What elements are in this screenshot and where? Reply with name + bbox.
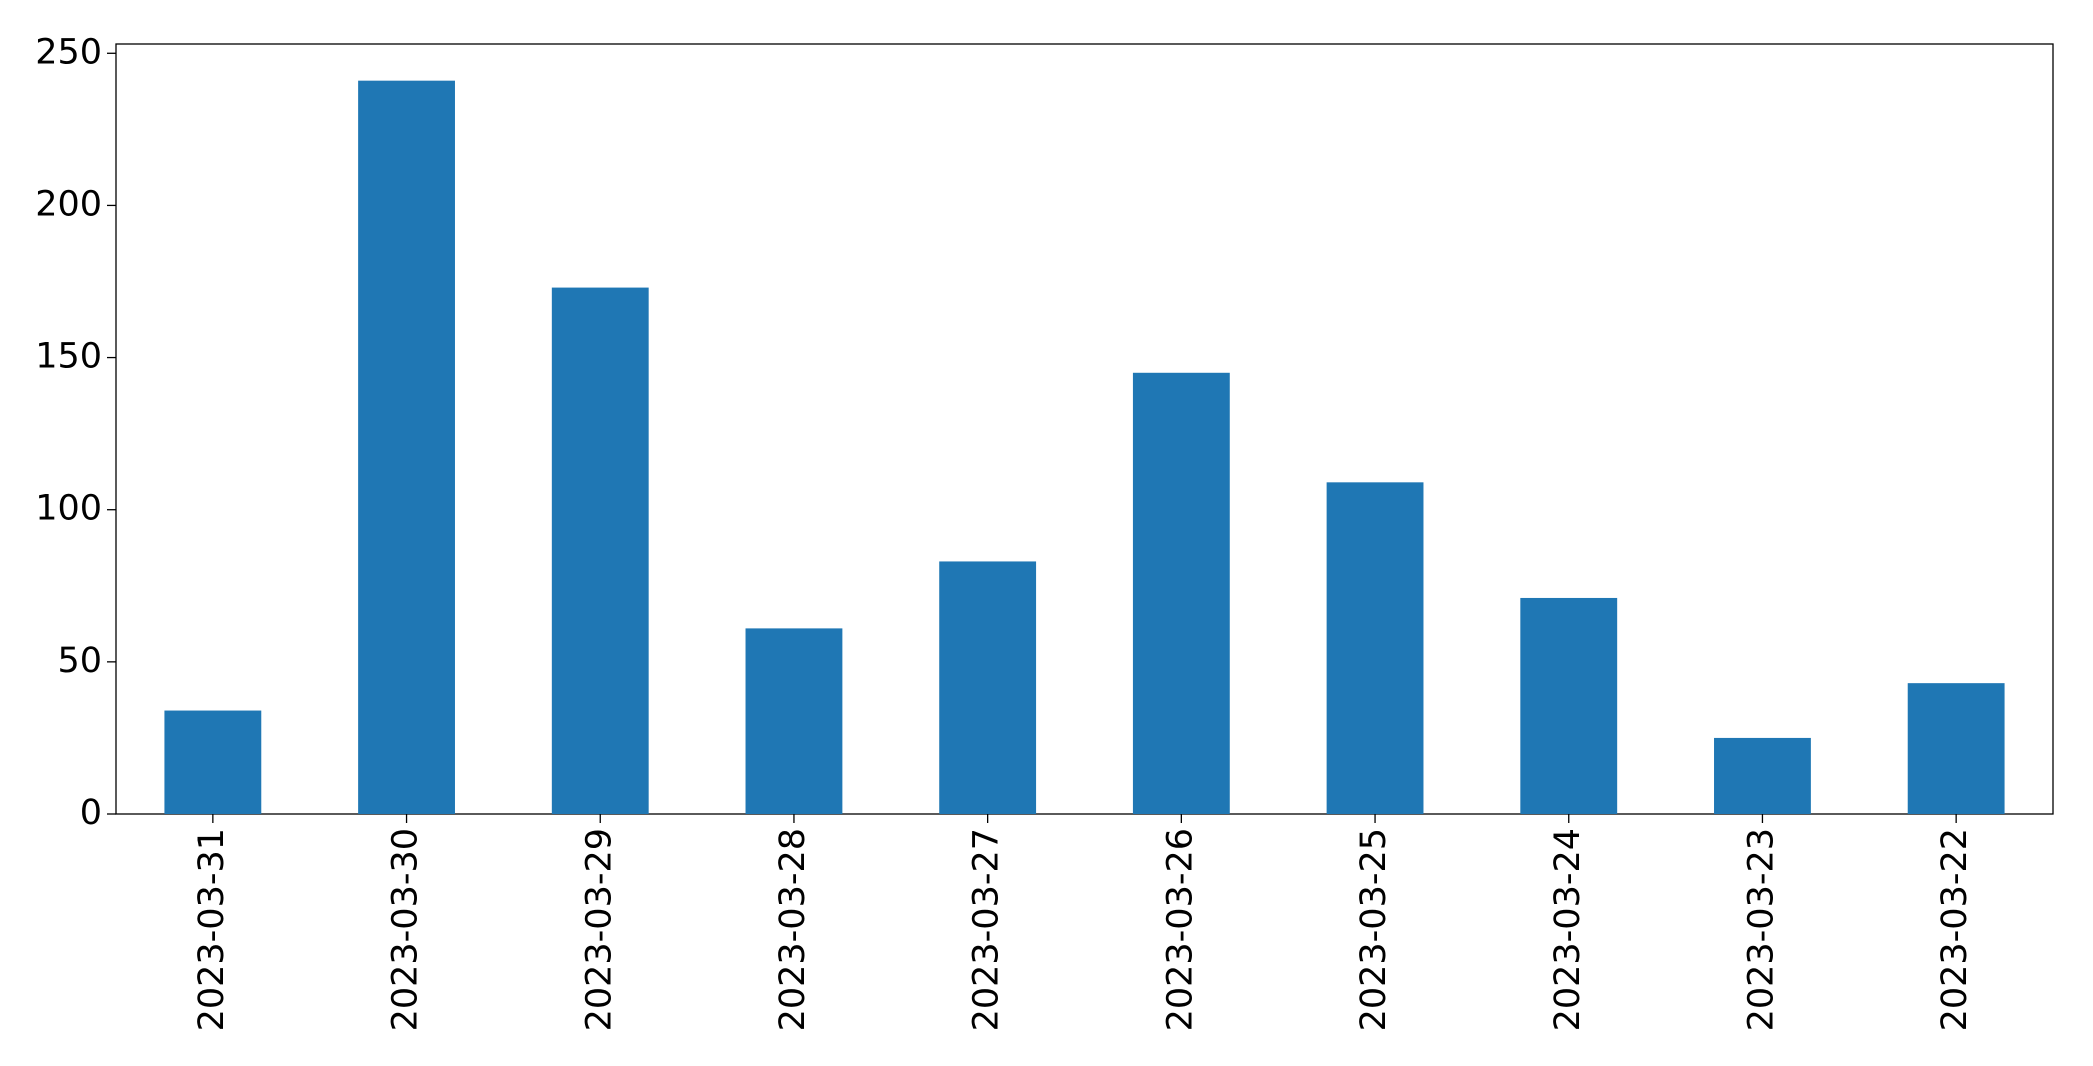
bar [358, 80, 455, 814]
bar [551, 287, 649, 815]
x-tick-label: 2023-03-31 [192, 828, 232, 1031]
y-tick-label: 150 [35, 337, 102, 377]
x-tick-label: 2023-03-28 [773, 828, 813, 1031]
x-tick-label: 2023-03-26 [1160, 828, 1200, 1031]
bar [745, 628, 843, 814]
y-tick-label: 200 [35, 184, 102, 224]
x-tick-label: 2023-03-25 [1354, 828, 1394, 1031]
y-tick-label: 50 [57, 641, 102, 681]
x-tick-label: 2023-03-23 [1741, 828, 1781, 1031]
bar [1132, 372, 1230, 814]
x-tick-label: 2023-03-22 [1935, 828, 1975, 1031]
x-tick-label: 2023-03-29 [579, 828, 619, 1031]
y-tick-label: 0 [80, 793, 102, 833]
bar [1520, 597, 1618, 814]
bar [1907, 683, 2005, 814]
y-tick-label: 250 [35, 32, 102, 72]
plot-frame [115, 43, 2054, 815]
bar [939, 561, 1037, 814]
x-tick-label: 2023-03-27 [967, 828, 1007, 1031]
y-tick-label: 100 [35, 489, 102, 529]
bar [1714, 737, 1811, 814]
bar [164, 710, 262, 814]
bar [1326, 482, 1424, 814]
x-tick-label: 2023-03-30 [386, 828, 426, 1031]
x-tick-label: 2023-03-24 [1548, 828, 1588, 1031]
